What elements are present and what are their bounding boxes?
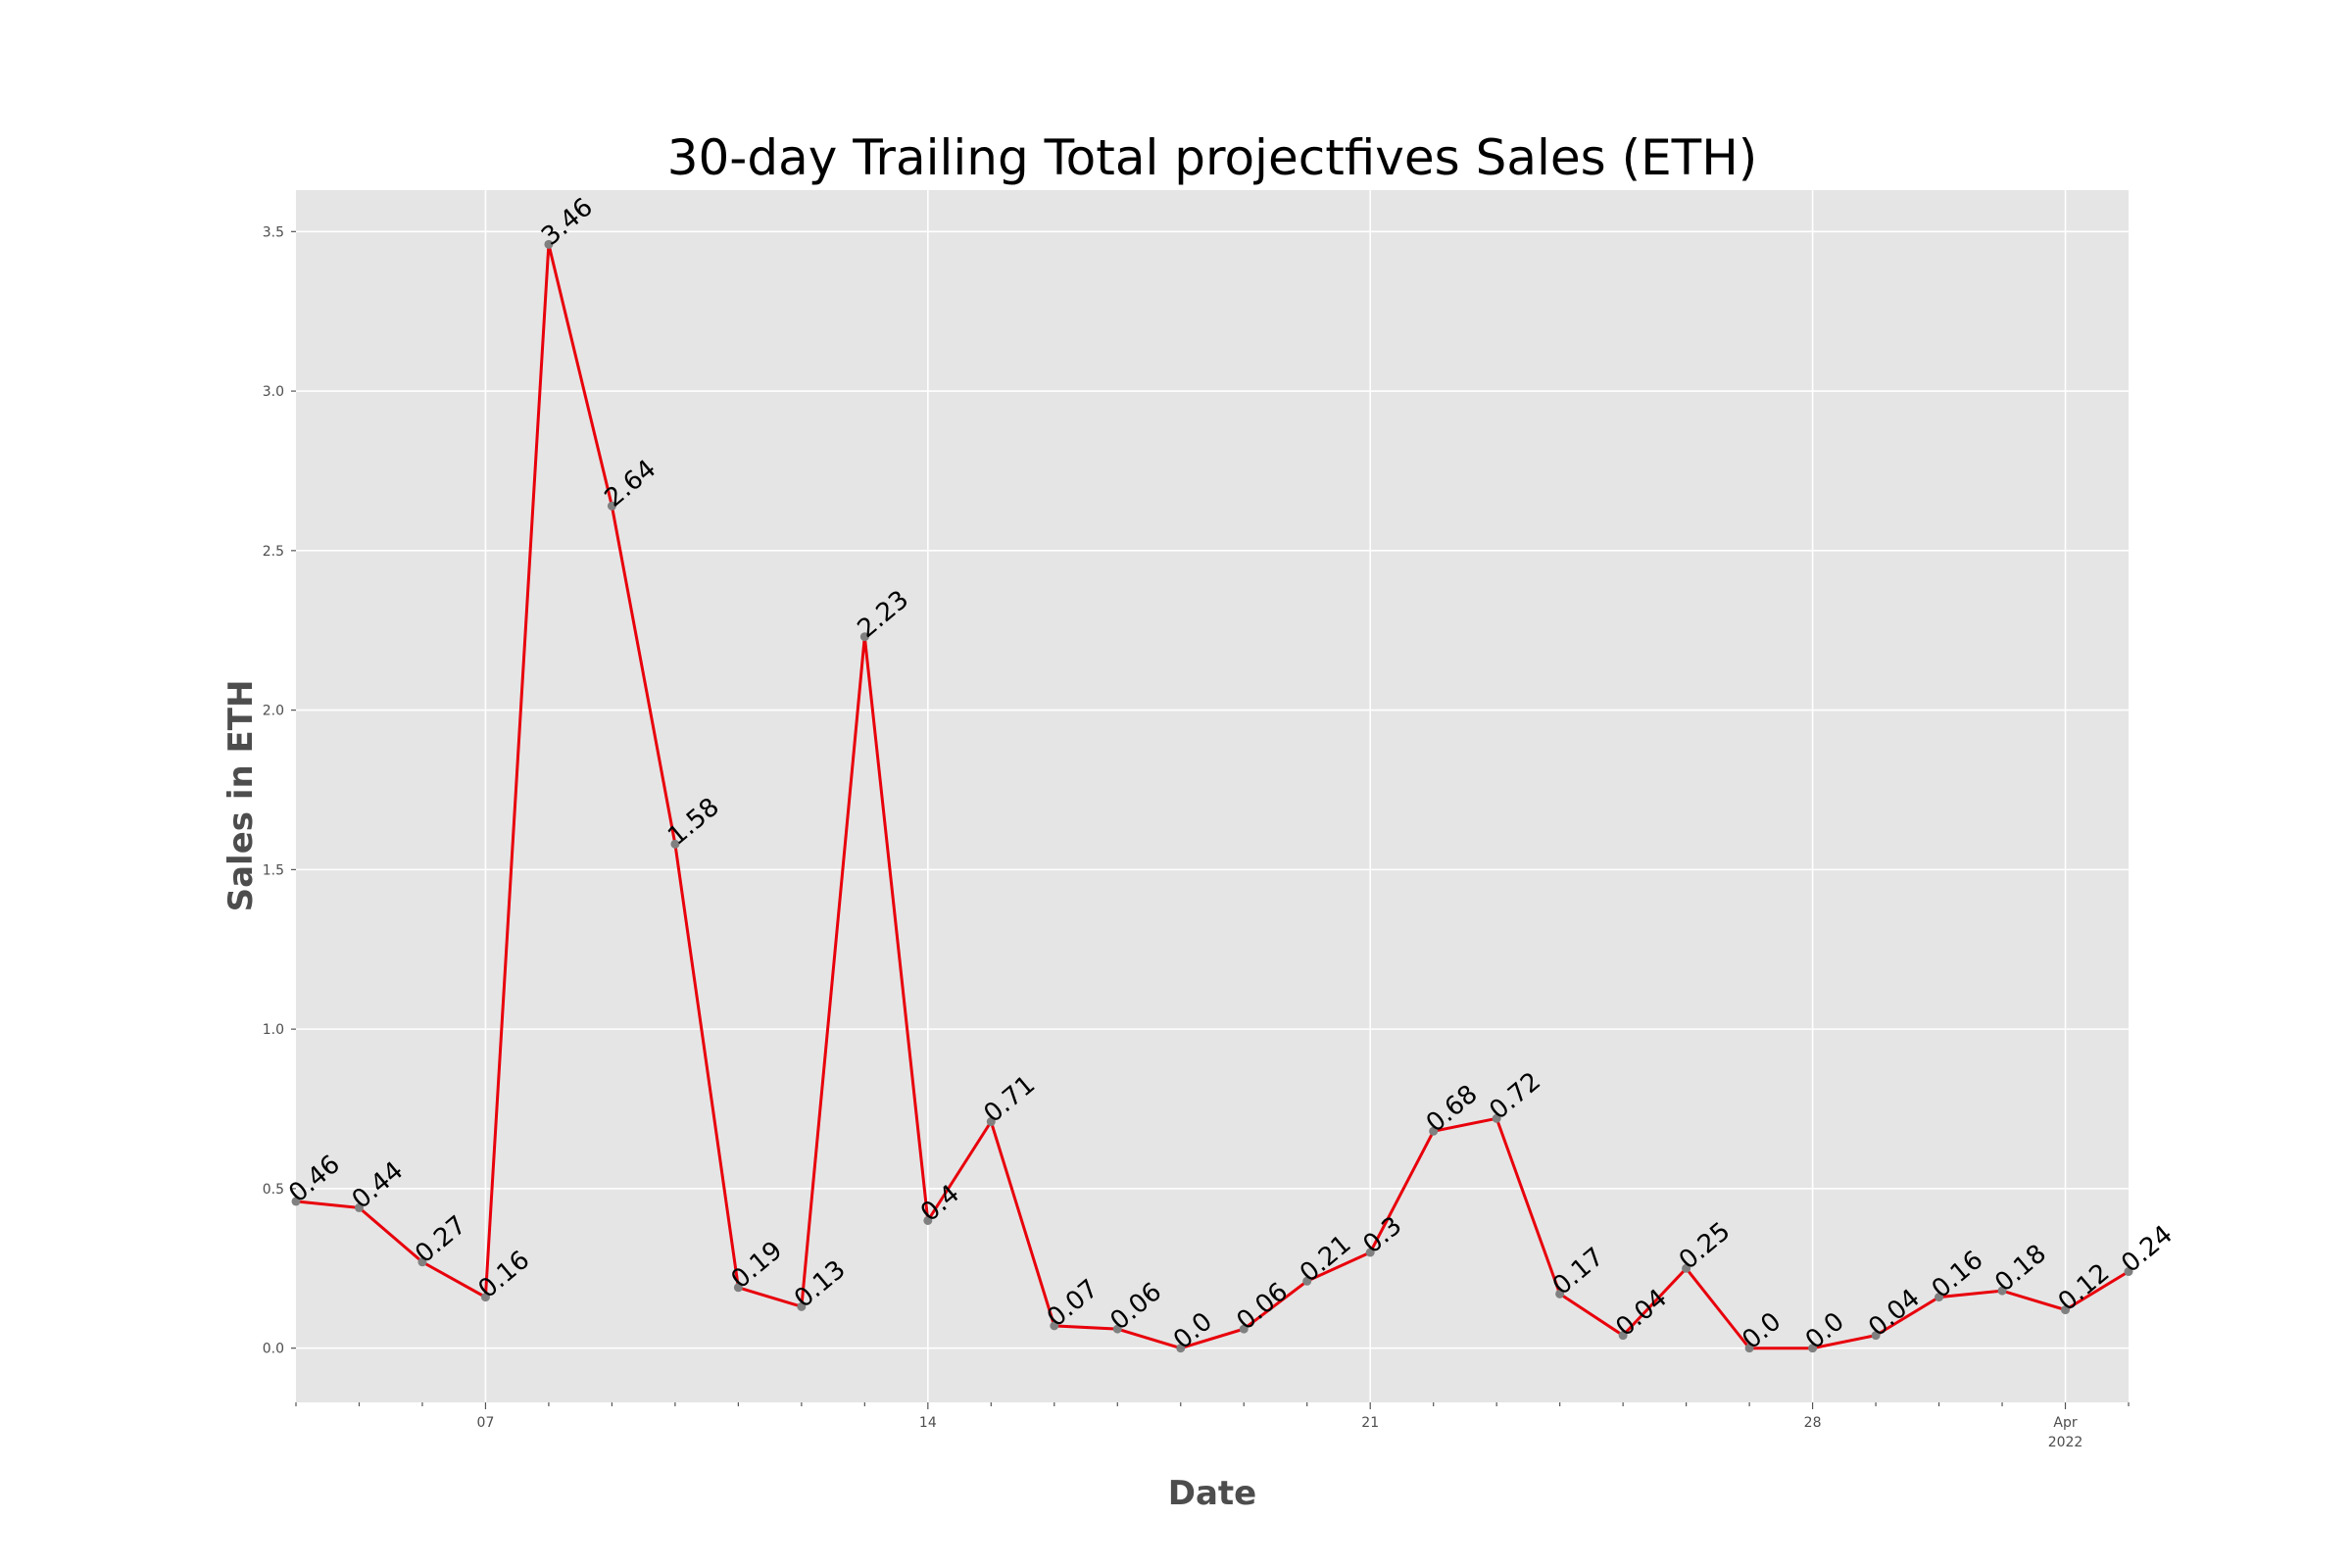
data-point	[1744, 1344, 1754, 1353]
x-tick-label: Apr	[2053, 1415, 2077, 1431]
y-tick-label: 1.0	[263, 1022, 284, 1038]
data-point	[2124, 1267, 2133, 1277]
data-point	[1050, 1321, 1059, 1331]
x-tick-label: 28	[1804, 1415, 1822, 1431]
data-point	[1871, 1331, 1881, 1341]
data-point	[1808, 1344, 1818, 1353]
data-point	[1302, 1276, 1312, 1286]
x-axis-label: Date	[1168, 1474, 1256, 1513]
data-point	[480, 1293, 490, 1302]
grid	[296, 190, 2129, 1402]
x-tick-label: 07	[477, 1415, 495, 1431]
data-point	[986, 1117, 996, 1127]
data-point	[733, 1283, 743, 1293]
y-tick-label: 0.0	[263, 1342, 284, 1357]
y-tick-label: 2.5	[263, 544, 284, 560]
data-point	[1492, 1113, 1501, 1123]
data-point	[1429, 1126, 1439, 1136]
data-point	[1176, 1344, 1186, 1353]
data-point	[354, 1202, 364, 1212]
data-point	[607, 501, 616, 511]
data-point	[2061, 1305, 2071, 1315]
y-tick-label: 0.5	[263, 1182, 284, 1198]
data-point	[670, 839, 680, 849]
plot-area	[296, 190, 2129, 1402]
axis-ticks: 0.0 0.5 1.0 1.5 2.0 2.5 3.0 3.5 07 14 21 28 Apr 2022	[263, 224, 2130, 1450]
y-tick-label: 3.5	[263, 224, 284, 240]
data-point	[1682, 1263, 1691, 1273]
y-tick-label: 2.0	[263, 704, 284, 719]
data-point	[1365, 1248, 1375, 1257]
data-points	[291, 239, 2133, 1353]
data-point	[1935, 1293, 1944, 1302]
data-point	[417, 1257, 427, 1267]
data-point	[544, 239, 554, 249]
y-axis-label: Sales in ETH	[221, 680, 261, 912]
data-point	[797, 1301, 807, 1311]
data-point	[859, 632, 869, 642]
x-tick-label-year: 2022	[2048, 1435, 2083, 1450]
y-tick-label: 3.0	[263, 384, 284, 400]
data-point	[1239, 1324, 1249, 1334]
data-point	[1555, 1289, 1565, 1298]
data-point	[1112, 1324, 1122, 1334]
data-point	[1618, 1331, 1628, 1341]
data-point	[291, 1197, 301, 1206]
x-tick-label: 14	[919, 1415, 937, 1431]
x-tick-label: 21	[1361, 1415, 1379, 1431]
chart-title: 30-day Trailing Total projectfives Sales…	[667, 129, 1758, 186]
data-point	[1997, 1286, 2007, 1296]
y-tick-label: 1.5	[263, 862, 284, 878]
series-line	[295, 243, 2130, 1350]
data-point	[923, 1215, 933, 1225]
